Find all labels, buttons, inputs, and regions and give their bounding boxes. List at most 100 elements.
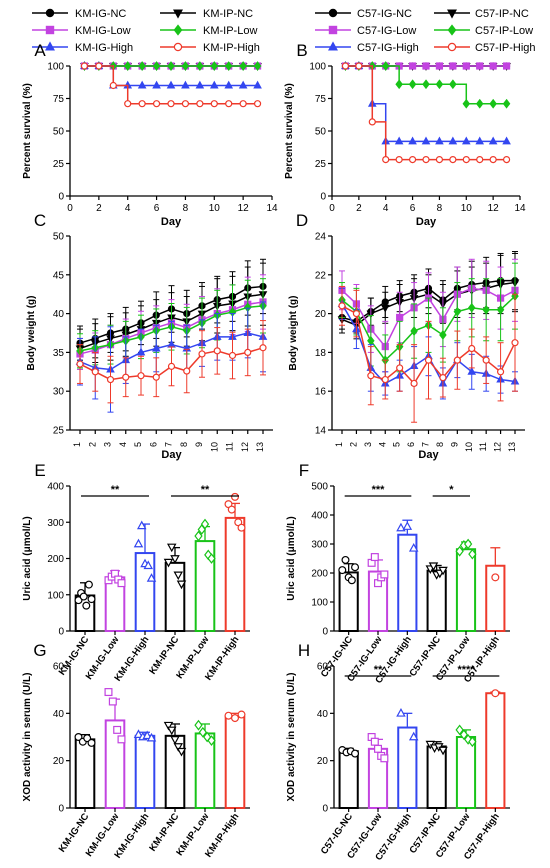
panel-label: G [33, 641, 46, 660]
data-point [408, 136, 417, 145]
y-tick-label: 60 [53, 662, 65, 673]
data-point [459, 729, 469, 741]
legend-marker [173, 24, 183, 36]
data-point [439, 330, 447, 340]
x-tick-label: 4 [377, 442, 387, 447]
data-point [382, 156, 390, 164]
x-tick-label: 2 [348, 442, 358, 447]
data-point [408, 543, 419, 552]
y-tick-label: 24 [315, 232, 327, 243]
x-tick-label: 6 [410, 203, 416, 214]
data-point [370, 737, 379, 746]
data-point [341, 555, 350, 564]
y-tick-label: 20 [317, 756, 329, 767]
data-point [253, 100, 262, 108]
bar [164, 734, 186, 809]
data-point [463, 538, 473, 550]
x-tick-label: 8 [437, 203, 443, 214]
data-point [196, 100, 204, 108]
data-point [502, 62, 511, 70]
legend-right: C57-IG-NC C57-IP-NC C57-IG-Low C57-IP-Lo… [357, 8, 536, 54]
panel-label: C [34, 211, 46, 230]
data-point [380, 570, 389, 579]
data-point [163, 721, 174, 731]
data-point [338, 566, 347, 575]
significance-label: * [449, 484, 454, 496]
x-tick-label: 14 [266, 203, 278, 214]
data-point [237, 710, 246, 719]
data-point [396, 364, 404, 372]
data-point [380, 304, 390, 313]
data-point [106, 375, 115, 384]
data-point [482, 356, 490, 364]
y-tick-label: 0 [58, 627, 64, 638]
y-tick-label: 35 [53, 348, 65, 359]
y-tick-label: 60 [317, 662, 329, 673]
data-point [170, 736, 180, 745]
data-point [395, 79, 403, 90]
data-point [224, 80, 234, 89]
data-point [80, 62, 89, 70]
y-tick-label: 100 [47, 590, 64, 601]
data-point [453, 306, 462, 317]
data-point [370, 553, 379, 562]
legend-item: C57-IG-NC [357, 8, 412, 20]
y-tick-label: 0 [320, 192, 326, 203]
data-point [489, 156, 497, 164]
data-point [380, 754, 389, 763]
data-point [462, 62, 470, 70]
data-point [136, 520, 147, 530]
data-point [91, 368, 99, 376]
data-point [396, 708, 406, 717]
data-point [200, 518, 210, 530]
data-point [138, 61, 146, 71]
data-point [183, 367, 191, 375]
data-point [408, 731, 419, 741]
y-tick-label: 100 [309, 62, 326, 73]
y-tick-label: 75 [315, 94, 327, 105]
x-tick-label: 0 [329, 203, 335, 214]
data-point [475, 98, 484, 109]
data-point [207, 735, 216, 746]
data-point [410, 326, 418, 336]
x-tick-label: 6 [148, 442, 158, 447]
data-point [453, 356, 461, 364]
data-point [137, 372, 145, 380]
x-tick-label: 6 [154, 203, 160, 214]
panel-label: E [34, 461, 45, 480]
x-tick-label: 2 [356, 203, 362, 214]
data-point [146, 573, 157, 582]
x-tick-label: 7 [421, 442, 431, 447]
bar [485, 692, 506, 810]
data-point [347, 576, 356, 585]
data-point [439, 374, 447, 382]
data-point [117, 735, 126, 744]
data-point [198, 726, 207, 738]
data-point [381, 375, 389, 384]
data-point [455, 545, 464, 557]
data-point [167, 100, 175, 108]
data-point [467, 366, 477, 375]
data-point [181, 61, 190, 71]
data-point [213, 347, 221, 355]
legend-label: KM-IP-Low [203, 25, 257, 37]
x-tick-label: 5 [133, 442, 143, 447]
bar [426, 745, 447, 810]
x-tick-label: 12 [493, 442, 503, 452]
x-tick-label: 13 [255, 442, 265, 452]
data-point [194, 719, 203, 731]
y-tick-label: 400 [311, 511, 328, 522]
data-point [496, 304, 505, 315]
data-point [381, 61, 390, 71]
legend-label: C57-IG-NC [357, 8, 412, 20]
data-point [136, 347, 146, 356]
legend-label: C57-IP-Low [475, 25, 533, 37]
panel-label: A [34, 41, 46, 60]
data-point [194, 530, 203, 542]
data-point [95, 62, 103, 70]
y-tick-label: 16 [315, 387, 327, 398]
y-tick-label: 40 [53, 709, 65, 720]
data-point [394, 136, 404, 145]
x-tick-label: 9 [194, 442, 204, 447]
